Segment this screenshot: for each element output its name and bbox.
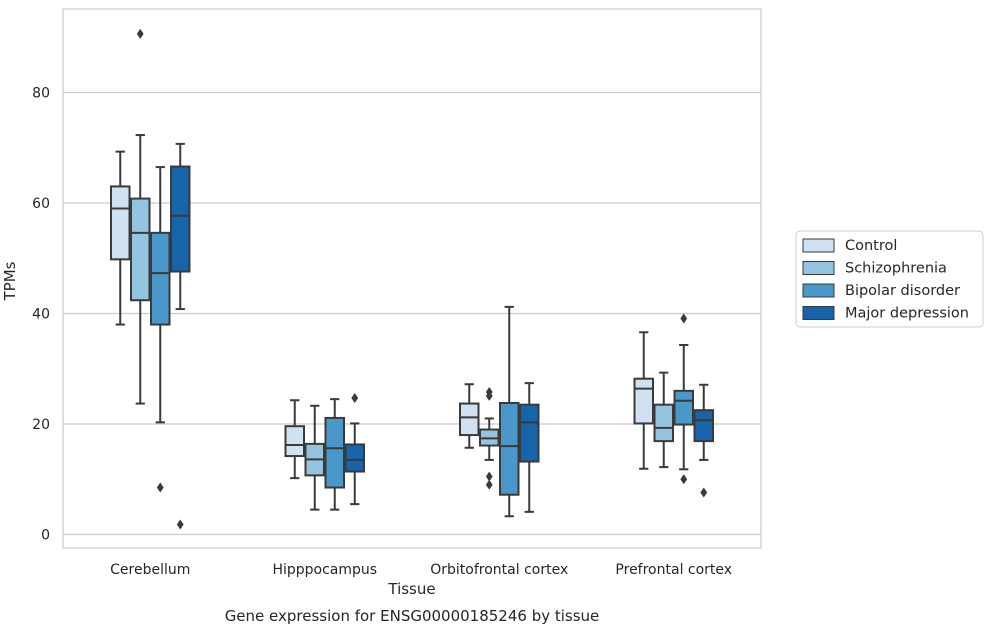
x-tick-label: Prefrontal cortex bbox=[615, 562, 732, 578]
outlier-point bbox=[680, 313, 688, 324]
outlier-point bbox=[485, 471, 493, 482]
legend-swatch bbox=[802, 238, 835, 253]
outlier-point bbox=[176, 519, 184, 530]
x-axis-label: Tissue bbox=[387, 580, 435, 598]
box-schizophrenia bbox=[653, 371, 674, 469]
box-iqr bbox=[110, 185, 131, 261]
outlier-point bbox=[485, 479, 493, 490]
box-schizophrenia bbox=[304, 404, 325, 511]
box-iqr bbox=[693, 409, 714, 443]
box-major-depression bbox=[693, 383, 714, 498]
box-control bbox=[459, 383, 480, 449]
box-iqr bbox=[150, 231, 171, 326]
legend-swatch bbox=[802, 306, 835, 320]
box-bipolar-disorder bbox=[673, 313, 694, 485]
y-tick-labels: 0 20 40 60 80 bbox=[32, 86, 50, 544]
box-schizophrenia bbox=[130, 28, 151, 405]
legend-items: Control Schizophrenia Bipolar disorder Majo… bbox=[802, 238, 969, 322]
chart-caption: Gene expression for ENSG00000185246 by t… bbox=[225, 607, 600, 625]
box-iqr bbox=[170, 165, 191, 273]
box-iqr bbox=[673, 389, 694, 426]
outlier-point bbox=[700, 487, 708, 498]
box-iqr bbox=[653, 403, 674, 443]
box-control bbox=[110, 150, 131, 326]
box-major-depression bbox=[170, 142, 191, 530]
y-tick-label: 60 bbox=[32, 196, 50, 212]
x-tick-label: Orbitofrontal cortex bbox=[430, 562, 568, 578]
y-tick-label: 40 bbox=[32, 307, 50, 323]
box-control bbox=[284, 399, 305, 480]
box-major-depression bbox=[519, 382, 540, 513]
box-iqr bbox=[459, 402, 480, 437]
box-major-depression bbox=[344, 393, 365, 506]
box-bipolar-disorder bbox=[499, 305, 520, 518]
outlier-point bbox=[680, 474, 688, 485]
box-schizophrenia bbox=[479, 386, 500, 490]
box-iqr bbox=[324, 416, 345, 489]
legend-label: Bipolar disorder bbox=[845, 283, 960, 299]
legend-swatch bbox=[802, 261, 835, 275]
box-groups bbox=[110, 28, 714, 530]
outlier-point bbox=[351, 393, 359, 404]
outlier-point bbox=[485, 386, 493, 397]
y-tick-label: 20 bbox=[32, 417, 50, 433]
box-iqr bbox=[499, 402, 520, 496]
outlier-point bbox=[136, 28, 144, 39]
x-tick-labels: Cerebellum Hipppocampus Orbitofrontal cort… bbox=[110, 562, 732, 578]
box-iqr bbox=[130, 197, 151, 302]
y-axis-label: TPMs bbox=[1, 261, 19, 301]
outlier-point bbox=[156, 482, 164, 493]
legend-frame bbox=[795, 230, 984, 328]
box-control bbox=[633, 331, 654, 470]
box-bipolar-disorder bbox=[150, 166, 171, 493]
x-tick-label: Cerebellum bbox=[110, 562, 190, 578]
plot-frame bbox=[62, 8, 762, 549]
box-iqr bbox=[633, 377, 654, 425]
legend-label: Schizophrenia bbox=[845, 261, 947, 277]
box-iqr bbox=[284, 425, 305, 458]
box-iqr bbox=[519, 403, 540, 463]
legend-label: Major depression bbox=[845, 306, 969, 322]
y-tick-label: 0 bbox=[41, 528, 50, 544]
x-tick-label: Hipppocampus bbox=[272, 562, 377, 578]
box-bipolar-disorder bbox=[324, 398, 345, 511]
legend-swatch bbox=[802, 283, 835, 298]
box-iqr bbox=[344, 443, 365, 473]
legend-label: Control bbox=[845, 238, 897, 254]
legend: Control Schizophrenia Bipolar disorder Majo… bbox=[795, 230, 984, 328]
y-tick-label: 80 bbox=[32, 86, 50, 102]
